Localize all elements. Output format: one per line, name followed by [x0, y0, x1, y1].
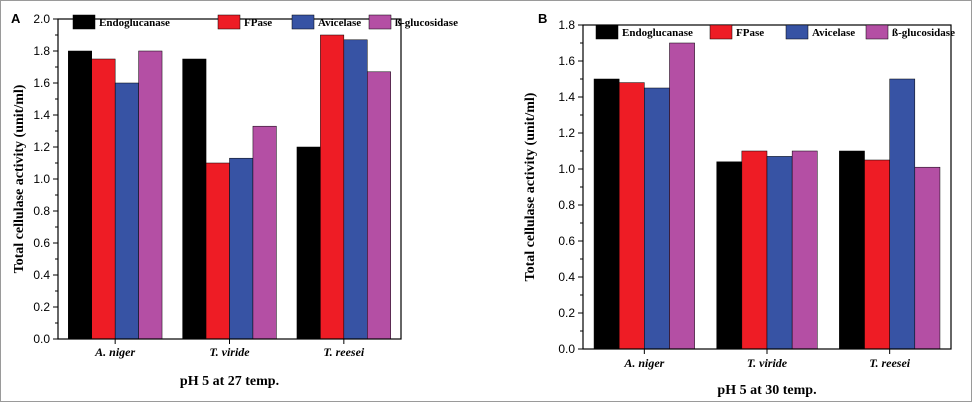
legend-swatch: [72, 14, 96, 30]
legend-label: Endoglucanase: [622, 27, 693, 39]
legend-swatch: [709, 24, 733, 40]
x-axis-title: pH 5 at 30 temp.: [717, 383, 816, 398]
bar-endoglucanase-3: [296, 146, 321, 340]
y-tick-label: 1.2: [558, 126, 575, 140]
y-tick-label: 0.8: [33, 204, 50, 218]
y-tick-label: 0.4: [33, 268, 50, 282]
plot-frame: [582, 24, 952, 350]
bar-endoglucanase-2: [716, 161, 743, 350]
bar-endoglucanase-1: [68, 50, 92, 340]
x-tick-label: T. reesei: [869, 356, 911, 370]
legend-label: FPase: [244, 17, 272, 29]
legend: Endoglucanase FPase Avicelase ß-glucosidase: [72, 14, 458, 30]
y-tick-label: 0.2: [558, 306, 575, 320]
bar-fpase-1: [91, 58, 116, 340]
y-tick-label: 0.4: [558, 270, 575, 284]
bar-glucosidase-2: [791, 150, 818, 350]
legend-swatch: [217, 14, 241, 30]
x-tick-label: A. niger: [623, 356, 664, 370]
bar-endoglucanase-2: [182, 58, 207, 340]
y-tick-label: 2.0: [33, 12, 50, 26]
y-tick-label: 0.6: [33, 236, 50, 250]
bar-glucosidase-2: [252, 125, 277, 340]
y-tick-label: 1.8: [558, 18, 575, 32]
bar-fpase-2: [205, 162, 230, 340]
legend-swatch: [785, 24, 809, 40]
legend-label: FPase: [736, 27, 764, 39]
bar-avicelase-1: [114, 82, 139, 340]
y-axis-title: Total cellulase activity (unit/ml): [12, 84, 27, 273]
y-tick-label: 0.0: [558, 342, 575, 356]
y-tick-label: 0.8: [558, 198, 575, 212]
bar-glucosidase-3: [914, 166, 941, 350]
bar-fpase-3: [864, 159, 890, 350]
bar-glucosidase-1: [138, 50, 163, 340]
legend-swatch: [291, 14, 315, 30]
bar-fpase-1: [618, 82, 645, 350]
bar-avicelase-2: [229, 157, 254, 340]
y-tick-label: 0.0: [33, 332, 50, 346]
y-tick-label: 1.2: [33, 140, 50, 154]
legend-label: Endoglucanase: [99, 17, 170, 29]
bar-glucosidase-1: [669, 42, 695, 350]
legend-label: Avicelase: [812, 27, 855, 39]
legend-label: ß-glucosidase: [395, 17, 458, 29]
x-tick-label: T. viride: [747, 356, 788, 370]
legend-swatch: [595, 24, 619, 40]
legend-swatch: [368, 14, 392, 30]
bar-fpase-3: [320, 34, 345, 340]
bar-endoglucanase-3: [839, 150, 865, 350]
panel-label: B: [538, 11, 547, 26]
chart-panel-b: B 0.0 0.2 0.4 0.6 0.8 1.0 1.2 1.4 1.6 1.8 A. niger T…: [523, 11, 955, 398]
bar-fpase-2: [741, 150, 768, 350]
chart-panel-a: A 0.0 0.2 0.4 0.6 0.8 1.0 1.2 1.4 1.6 1.8 2.0 A. nig…: [11, 11, 458, 389]
y-tick-label: 0.6: [558, 234, 575, 248]
bar-avicelase-2: [766, 156, 793, 350]
bar-glucosidase-3: [367, 71, 391, 340]
y-tick-label: 1.0: [33, 172, 50, 186]
y-tick-label: 1.0: [558, 162, 575, 176]
y-tick-label: 1.8: [33, 44, 50, 58]
legend-label: Avicelase: [318, 17, 361, 29]
legend-label: ß-glucosidase: [892, 27, 955, 39]
x-axis-title: pH 5 at 27 temp.: [180, 374, 279, 389]
legend-swatch: [865, 24, 889, 40]
x-tick-label: T. viride: [209, 345, 250, 359]
legend: Endoglucanase FPase Avicelase ß-glucosidase: [595, 24, 955, 40]
bar-avicelase-3: [343, 39, 368, 340]
x-tick-label: A. niger: [94, 345, 135, 359]
panel-label: A: [11, 11, 21, 26]
y-tick-label: 0.2: [33, 300, 50, 314]
y-tick-label: 1.4: [558, 90, 575, 104]
y-axis-title: Total cellulase activity (unit/ml): [523, 92, 538, 281]
x-tick-label: T. reesei: [323, 345, 365, 359]
bar-avicelase-3: [889, 78, 916, 350]
y-tick-label: 1.4: [33, 108, 50, 122]
y-tick-label: 1.6: [558, 54, 575, 68]
y-tick-label: 1.6: [33, 76, 50, 90]
bar-avicelase-1: [644, 87, 670, 350]
bar-endoglucanase-1: [593, 78, 620, 350]
